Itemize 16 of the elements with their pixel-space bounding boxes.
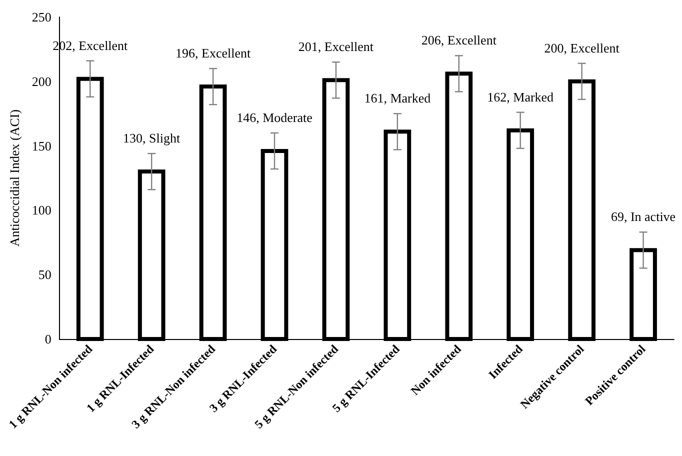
data-label: 162, Marked [487,89,554,104]
data-label: 206, Excellent [421,32,497,48]
data-label: 69, In active [610,209,676,224]
y-tick-label: 250 [32,10,52,24]
y-tick-label: 50 [38,267,52,282]
y-tick-label: 200 [32,74,52,89]
data-label: 130, Slight [123,130,181,146]
data-label: 146, Moderate [236,110,313,125]
y-tick-label: 100 [32,202,52,218]
y-tick-label: 150 [32,138,52,154]
y-axis-title: Anticoccidial Index (ACI) [7,109,22,247]
y-tick-label: 0 [44,332,52,346]
data-label: 200, Excellent [544,40,620,56]
data-label: 201, Excellent [298,39,374,54]
data-label: 196, Excellent [176,46,251,61]
data-label: 161, Marked [364,90,432,106]
